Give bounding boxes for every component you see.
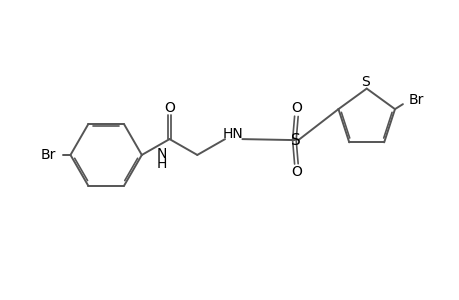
Text: S: S bbox=[361, 75, 369, 88]
Text: S: S bbox=[291, 133, 300, 148]
Text: O: O bbox=[290, 165, 301, 179]
Text: O: O bbox=[164, 101, 174, 116]
Text: HN: HN bbox=[223, 127, 243, 141]
Text: H: H bbox=[156, 157, 167, 171]
Text: N: N bbox=[156, 147, 167, 161]
Text: Br: Br bbox=[41, 148, 56, 162]
Text: Br: Br bbox=[408, 93, 424, 107]
Text: O: O bbox=[290, 101, 301, 116]
